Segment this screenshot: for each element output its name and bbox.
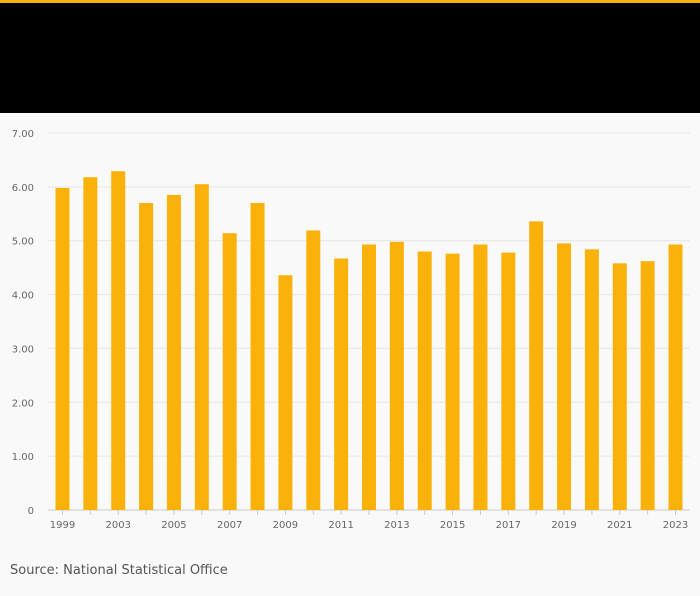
bar-2005: [222, 233, 237, 510]
bar-2008: [306, 230, 321, 510]
y-tick-label: 6.00: [12, 183, 34, 194]
y-tick-label: 2.00: [12, 398, 34, 409]
bar-2000: [83, 177, 98, 511]
x-tick-label: 2019: [551, 520, 576, 531]
x-tick-label: 2023: [663, 520, 688, 531]
x-tick-label: 2011: [328, 520, 353, 531]
bar-2007: [278, 275, 293, 510]
x-tick-label: 2009: [273, 520, 298, 531]
bars: [55, 171, 683, 511]
y-axis: 0 1.00 2.00 3.00 4.00 5.00 6.00 7.00: [12, 129, 34, 517]
bar-2017: [557, 243, 572, 510]
bar-2009: [334, 258, 349, 510]
bar-2015: [501, 252, 516, 510]
x-tick-label: 2007: [217, 520, 242, 531]
accent-bar: [0, 0, 700, 3]
header-band: [0, 3, 700, 113]
bar-2002: [139, 203, 154, 510]
x-tick-label: 2013: [384, 520, 409, 531]
bar-2018: [584, 249, 599, 510]
source-note: Source: National Statistical Office: [10, 563, 228, 578]
bar-2019: [612, 263, 627, 510]
y-tick-label: 0: [28, 506, 34, 517]
bar-2016: [529, 221, 544, 510]
bar-2004: [194, 184, 209, 510]
bar-2010: [362, 244, 376, 510]
bar-chart: 0 1.00 2.00 3.00 4.00 5.00 6.00 7.00 1999 2003 20…: [12, 129, 690, 531]
bar-2011: [389, 241, 404, 510]
x-tick-label: 2017: [496, 520, 521, 531]
x-tick-label: 1999: [50, 520, 75, 531]
x-tick-label: 2005: [161, 520, 186, 531]
bar-2001: [111, 171, 126, 510]
bar-1999: [55, 187, 70, 510]
x-tick-label: 2003: [106, 520, 131, 531]
bar-2021: [668, 244, 683, 510]
y-tick-label: 5.00: [12, 237, 34, 248]
y-tick-label: 7.00: [12, 129, 34, 140]
x-tick-label: 2015: [440, 520, 465, 531]
grid-lines: [48, 132, 690, 511]
y-tick-label: 3.00: [12, 344, 34, 355]
y-tick-label: 1.00: [12, 452, 34, 463]
bar-2003: [166, 194, 181, 510]
bar-2012: [417, 251, 432, 510]
bar-2020: [640, 261, 655, 510]
bar-2013: [445, 253, 460, 510]
x-tick-label: 2021: [607, 520, 632, 531]
x-axis: 1999 2003 2005 2007 2009 2011 2013 2015 2017 2019…: [50, 510, 688, 531]
y-tick-label: 4.00: [12, 291, 34, 302]
bar-2006: [250, 203, 265, 510]
bar-2014: [473, 244, 488, 510]
